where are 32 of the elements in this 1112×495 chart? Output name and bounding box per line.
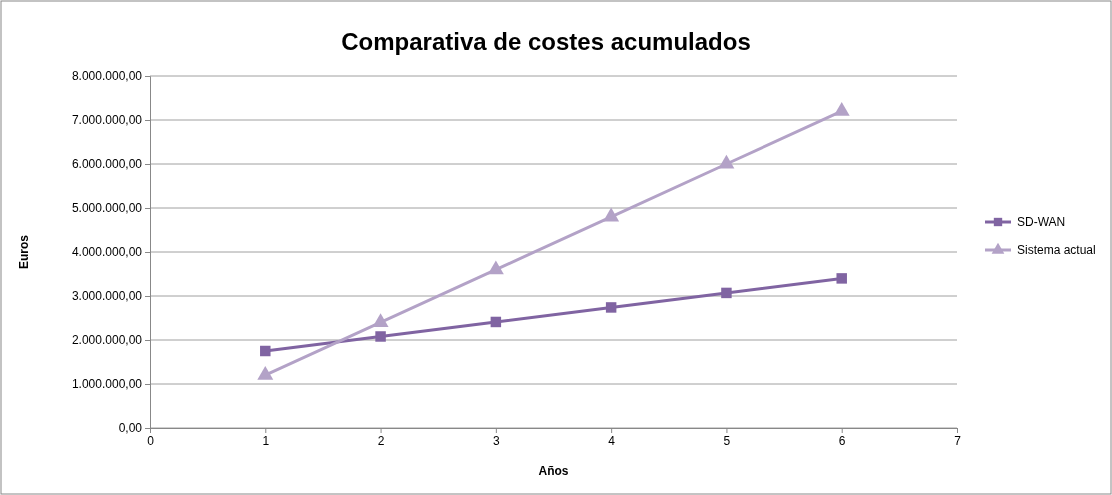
y-tick-label: 3.000.000,00 — [71, 289, 143, 304]
point — [833, 102, 850, 116]
x-tick-label: 5 — [723, 433, 731, 448]
y-tick-label: 5.000.000,00 — [71, 201, 143, 216]
x-axis-title: Años — [538, 464, 569, 478]
y-tick-label: 4.000.000,00 — [71, 245, 143, 260]
point — [490, 316, 502, 328]
point — [603, 207, 620, 222]
x-tick-label: 7 — [954, 433, 962, 448]
x-tick-label: 0 — [147, 433, 155, 448]
point — [721, 287, 732, 299]
y-axis-title: Euros — [17, 234, 31, 270]
x-tick-label: 3 — [493, 433, 501, 448]
x-tick-label: 4 — [608, 433, 616, 448]
legend-label: Sistema actual — [1017, 243, 1096, 257]
point — [718, 154, 735, 169]
y-tick-label: 7.000.000,00 — [71, 113, 143, 128]
y-tick-label: 6.000.000,00 — [71, 157, 143, 172]
x-tick-label: 1 — [262, 433, 270, 448]
chart-title: Comparativa de costes acumulados — [341, 28, 751, 55]
y-tick-label: 1.000.000,00 — [71, 377, 143, 392]
x-tick-label: 2 — [377, 433, 385, 448]
point — [260, 345, 271, 357]
legend-label: SD-WAN — [1017, 215, 1066, 229]
point — [605, 302, 617, 313]
y-tick-label: 8.000.000,00 — [71, 69, 143, 84]
y-tick-label: 2.000.000,00 — [71, 333, 143, 348]
y-tick-label: 0,00 — [118, 421, 143, 436]
point — [375, 331, 386, 342]
x-tick-label: 6 — [838, 433, 846, 448]
point — [487, 260, 504, 275]
point — [836, 273, 847, 284]
